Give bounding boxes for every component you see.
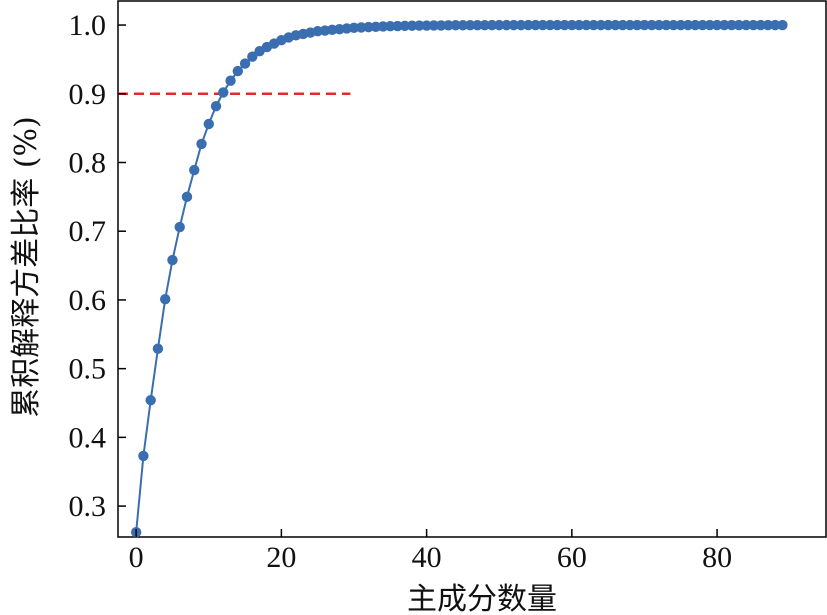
- y-tick-label: 0.4: [69, 421, 107, 454]
- x-tick-label: 0: [129, 541, 144, 574]
- data-point: [508, 19, 519, 31]
- data-point: [210, 100, 222, 112]
- series-line-0: [135, 24, 783, 533]
- data-point: [682, 19, 694, 31]
- y-tick-label: 0.8: [69, 146, 107, 179]
- data-point: [559, 19, 570, 31]
- data-point: [733, 19, 745, 31]
- data-point: [239, 58, 251, 69]
- data-point: [777, 19, 788, 31]
- x-axis-title: 主成分数量: [407, 582, 557, 615]
- data-point: [769, 19, 781, 31]
- data-point: [573, 19, 585, 31]
- plot-frame: [117, 0, 827, 538]
- x-axis: 0 20 40 60 80: [129, 529, 732, 574]
- data-point: [537, 19, 548, 31]
- y-tick-label: 0.6: [69, 284, 107, 317]
- data-point: [523, 19, 534, 31]
- data-point: [443, 20, 454, 31]
- data-point: [755, 19, 766, 31]
- data-point: [697, 19, 708, 31]
- data-point: [704, 19, 716, 31]
- data-point: [602, 19, 614, 31]
- data-point: [646, 19, 657, 31]
- y-tick-label: 0.7: [69, 215, 107, 248]
- y-tick-label: 0.3: [69, 490, 107, 523]
- data-point: [167, 254, 178, 266]
- data-point: [218, 87, 229, 98]
- data-point: [152, 343, 164, 354]
- data-point: [762, 19, 774, 31]
- y-tick-label: 0.9: [69, 78, 107, 111]
- data-point: [711, 19, 723, 31]
- x-tick-label: 80: [702, 541, 732, 574]
- data-point: [515, 19, 527, 31]
- data-point: [181, 191, 193, 203]
- data-point: [174, 221, 185, 233]
- data-point: [653, 19, 665, 31]
- data-point: [544, 19, 556, 31]
- data-point: [486, 19, 498, 31]
- data-point: [421, 20, 432, 31]
- data-point: [494, 19, 505, 31]
- series-layer: [130, 19, 788, 538]
- data-point: [392, 20, 403, 32]
- data-point: [464, 19, 476, 31]
- data-point: [247, 51, 258, 62]
- data-point: [661, 19, 672, 31]
- data-point: [225, 75, 236, 86]
- data-point: [632, 19, 643, 31]
- data-point: [428, 20, 440, 31]
- data-point: [668, 19, 679, 31]
- data-point: [189, 164, 200, 176]
- data-point: [450, 20, 461, 31]
- y-axis-title: 累积解释方差比率 (%): [9, 116, 44, 417]
- data-point: [160, 294, 171, 305]
- data-point: [719, 19, 730, 31]
- data-point: [617, 19, 628, 31]
- y-tick-label: 0.5: [69, 353, 107, 386]
- data-point: [748, 19, 759, 31]
- data-point: [232, 65, 244, 77]
- data-point: [595, 19, 607, 31]
- data-point: [581, 19, 592, 31]
- data-point: [675, 19, 686, 31]
- data-point: [726, 19, 737, 31]
- data-point: [639, 19, 650, 31]
- data-point: [610, 19, 621, 31]
- data-point: [530, 19, 541, 31]
- data-point: [501, 19, 512, 31]
- data-point: [624, 19, 636, 31]
- x-tick-label: 60: [557, 541, 587, 574]
- data-point: [138, 450, 149, 462]
- x-tick-label: 40: [412, 541, 442, 574]
- y-axis: 0.3 0.4 0.5 0.6 0.7 0.8 0.9 1.0: [69, 9, 126, 523]
- data-point: [552, 19, 563, 31]
- data-point: [457, 20, 469, 31]
- data-point: [566, 19, 578, 31]
- data-point: [740, 19, 752, 31]
- y-tick-label: 1.0: [69, 9, 107, 42]
- data-point: [196, 138, 207, 150]
- data-point: [406, 20, 418, 31]
- data-point: [479, 19, 490, 31]
- data-point: [377, 21, 389, 32]
- data-point: [145, 395, 156, 406]
- data-point: [414, 20, 425, 31]
- data-point: [203, 118, 214, 130]
- data-point: [385, 21, 396, 32]
- x-tick-label: 20: [266, 541, 296, 574]
- data-point: [399, 20, 411, 32]
- data-point: [588, 19, 599, 31]
- data-point: [435, 20, 447, 31]
- data-point: [690, 19, 701, 31]
- data-point: [472, 19, 483, 31]
